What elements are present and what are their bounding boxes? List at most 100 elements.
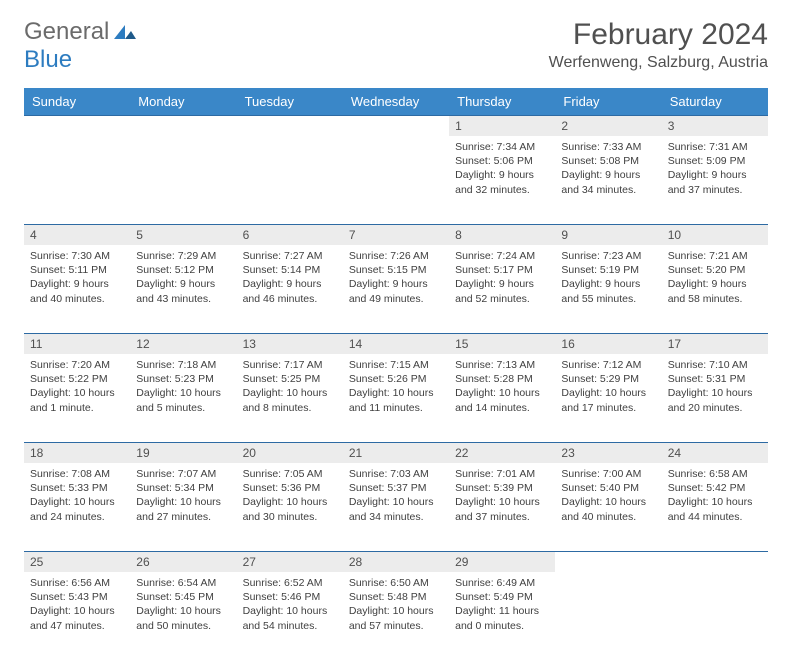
day-sunset: Sunset: 5:25 PM bbox=[243, 372, 337, 386]
day-cell-num: 10 bbox=[662, 224, 768, 245]
day-cell-body: Sunrise: 7:10 AMSunset: 5:31 PMDaylight:… bbox=[662, 354, 768, 442]
day-cell-num: 12 bbox=[130, 333, 236, 354]
day-details: Sunrise: 6:49 AMSunset: 5:49 PMDaylight:… bbox=[449, 572, 555, 633]
day-cell-num: 26 bbox=[130, 551, 236, 572]
day-sunrise: Sunrise: 7:18 AM bbox=[136, 358, 230, 372]
day-details: Sunrise: 7:27 AMSunset: 5:14 PMDaylight:… bbox=[237, 245, 343, 306]
day-number: 8 bbox=[449, 224, 555, 245]
day-cell-body: Sunrise: 6:58 AMSunset: 5:42 PMDaylight:… bbox=[662, 463, 768, 551]
day-cell-body: Sunrise: 7:23 AMSunset: 5:19 PMDaylight:… bbox=[555, 245, 661, 333]
day-daylight2: and 49 minutes. bbox=[349, 292, 443, 306]
day-details: Sunrise: 7:29 AMSunset: 5:12 PMDaylight:… bbox=[130, 245, 236, 306]
day-daylight1: Daylight: 10 hours bbox=[349, 604, 443, 618]
day-cell-num: 7 bbox=[343, 224, 449, 245]
day-sunset: Sunset: 5:14 PM bbox=[243, 263, 337, 277]
day-sunrise: Sunrise: 7:20 AM bbox=[30, 358, 124, 372]
day-daylight1: Daylight: 9 hours bbox=[561, 168, 655, 182]
day-sunrise: Sunrise: 7:33 AM bbox=[561, 140, 655, 154]
day-number: 17 bbox=[662, 333, 768, 354]
day-cell-num: 23 bbox=[555, 442, 661, 463]
day-daylight1: Daylight: 10 hours bbox=[136, 495, 230, 509]
day-sunset: Sunset: 5:23 PM bbox=[136, 372, 230, 386]
day-daylight2: and 34 minutes. bbox=[349, 510, 443, 524]
day-details: Sunrise: 7:05 AMSunset: 5:36 PMDaylight:… bbox=[237, 463, 343, 524]
day-cell-body: Sunrise: 7:21 AMSunset: 5:20 PMDaylight:… bbox=[662, 245, 768, 333]
day-cell-num: 20 bbox=[237, 442, 343, 463]
day-daylight2: and 5 minutes. bbox=[136, 401, 230, 415]
day-details: Sunrise: 7:08 AMSunset: 5:33 PMDaylight:… bbox=[24, 463, 130, 524]
day-cell-body bbox=[237, 136, 343, 224]
day-cell-num: 14 bbox=[343, 333, 449, 354]
day-number bbox=[662, 551, 768, 558]
day-sunrise: Sunrise: 7:30 AM bbox=[30, 249, 124, 263]
day-number: 27 bbox=[237, 551, 343, 572]
day-number: 9 bbox=[555, 224, 661, 245]
day-cell-body: Sunrise: 7:07 AMSunset: 5:34 PMDaylight:… bbox=[130, 463, 236, 551]
day-daylight2: and 30 minutes. bbox=[243, 510, 337, 524]
day-details: Sunrise: 7:31 AMSunset: 5:09 PMDaylight:… bbox=[662, 136, 768, 197]
day-cell-num: 2 bbox=[555, 115, 661, 136]
day-sunset: Sunset: 5:39 PM bbox=[455, 481, 549, 495]
day-sunrise: Sunrise: 7:27 AM bbox=[243, 249, 337, 263]
day-number bbox=[237, 115, 343, 122]
day-cell-body: Sunrise: 7:29 AMSunset: 5:12 PMDaylight:… bbox=[130, 245, 236, 333]
day-daylight1: Daylight: 9 hours bbox=[30, 277, 124, 291]
day-cell-num: 22 bbox=[449, 442, 555, 463]
day-number: 18 bbox=[24, 442, 130, 463]
day-daylight1: Daylight: 9 hours bbox=[668, 277, 762, 291]
day-sunset: Sunset: 5:42 PM bbox=[668, 481, 762, 495]
day-daylight2: and 0 minutes. bbox=[455, 619, 549, 633]
day-cell-num: 29 bbox=[449, 551, 555, 572]
day-cell-num: 3 bbox=[662, 115, 768, 136]
day-sunset: Sunset: 5:11 PM bbox=[30, 263, 124, 277]
day-details: Sunrise: 7:15 AMSunset: 5:26 PMDaylight:… bbox=[343, 354, 449, 415]
day-number: 5 bbox=[130, 224, 236, 245]
day-sunset: Sunset: 5:45 PM bbox=[136, 590, 230, 604]
day-sunset: Sunset: 5:33 PM bbox=[30, 481, 124, 495]
col-saturday: Saturday bbox=[662, 88, 768, 115]
day-details: Sunrise: 6:52 AMSunset: 5:46 PMDaylight:… bbox=[237, 572, 343, 633]
week-daynum-row: 18192021222324 bbox=[24, 442, 768, 463]
day-details: Sunrise: 7:10 AMSunset: 5:31 PMDaylight:… bbox=[662, 354, 768, 415]
day-header-row: Sunday Monday Tuesday Wednesday Thursday… bbox=[24, 88, 768, 115]
day-number bbox=[343, 115, 449, 122]
day-sunrise: Sunrise: 6:50 AM bbox=[349, 576, 443, 590]
day-daylight2: and 11 minutes. bbox=[349, 401, 443, 415]
logo: General Blue bbox=[24, 18, 136, 74]
day-number: 22 bbox=[449, 442, 555, 463]
day-sunset: Sunset: 5:40 PM bbox=[561, 481, 655, 495]
logo-word2: Blue bbox=[24, 46, 72, 73]
day-details: Sunrise: 6:58 AMSunset: 5:42 PMDaylight:… bbox=[662, 463, 768, 524]
day-number: 21 bbox=[343, 442, 449, 463]
calendar-table: Sunday Monday Tuesday Wednesday Thursday… bbox=[24, 88, 768, 660]
day-cell-body bbox=[555, 572, 661, 660]
day-sunrise: Sunrise: 6:56 AM bbox=[30, 576, 124, 590]
day-daylight1: Daylight: 9 hours bbox=[561, 277, 655, 291]
day-daylight1: Daylight: 10 hours bbox=[30, 495, 124, 509]
day-number: 23 bbox=[555, 442, 661, 463]
day-sunrise: Sunrise: 7:26 AM bbox=[349, 249, 443, 263]
day-details bbox=[343, 136, 449, 140]
day-sunset: Sunset: 5:20 PM bbox=[668, 263, 762, 277]
day-cell-num: 5 bbox=[130, 224, 236, 245]
day-details: Sunrise: 7:13 AMSunset: 5:28 PMDaylight:… bbox=[449, 354, 555, 415]
day-number: 6 bbox=[237, 224, 343, 245]
day-daylight2: and 14 minutes. bbox=[455, 401, 549, 415]
day-daylight2: and 24 minutes. bbox=[30, 510, 124, 524]
day-daylight1: Daylight: 10 hours bbox=[668, 495, 762, 509]
day-daylight2: and 55 minutes. bbox=[561, 292, 655, 306]
day-details: Sunrise: 7:24 AMSunset: 5:17 PMDaylight:… bbox=[449, 245, 555, 306]
day-cell-body: Sunrise: 7:01 AMSunset: 5:39 PMDaylight:… bbox=[449, 463, 555, 551]
week-daynum-row: 2526272829 bbox=[24, 551, 768, 572]
day-details: Sunrise: 7:01 AMSunset: 5:39 PMDaylight:… bbox=[449, 463, 555, 524]
header: General Blue February 2024 Werfenweng, S… bbox=[24, 18, 768, 74]
day-daylight2: and 52 minutes. bbox=[455, 292, 549, 306]
day-cell-body: Sunrise: 7:05 AMSunset: 5:36 PMDaylight:… bbox=[237, 463, 343, 551]
day-number: 16 bbox=[555, 333, 661, 354]
day-cell-body: Sunrise: 7:27 AMSunset: 5:14 PMDaylight:… bbox=[237, 245, 343, 333]
day-sunrise: Sunrise: 7:08 AM bbox=[30, 467, 124, 481]
day-sunset: Sunset: 5:15 PM bbox=[349, 263, 443, 277]
week-body-row: Sunrise: 7:34 AMSunset: 5:06 PMDaylight:… bbox=[24, 136, 768, 224]
day-sunrise: Sunrise: 7:23 AM bbox=[561, 249, 655, 263]
day-daylight1: Daylight: 9 hours bbox=[349, 277, 443, 291]
